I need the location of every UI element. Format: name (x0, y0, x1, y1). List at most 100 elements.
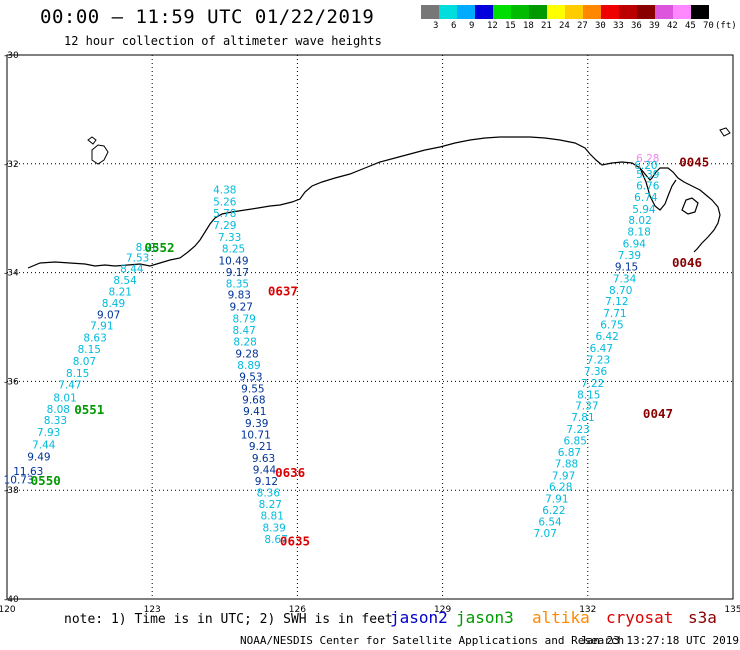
color-scale-label: 9 (469, 21, 475, 31)
lat-tick-label: -30 (4, 51, 19, 61)
credit-line: NOAA/NESDIS Center for Satellite Applica… (240, 634, 625, 647)
color-scale-bar (421, 5, 709, 19)
color-scale-label: 39 (649, 21, 660, 31)
wave-height-value: 8.70 (609, 285, 632, 297)
wave-height-value: 7.12 (605, 296, 628, 308)
wave-height-value: 10.49 (218, 255, 248, 267)
wave-height-value: 8.67 (264, 534, 287, 546)
pass-labels: 0552 0551 0550 0637 0636 0635 0045 0046 0047 (31, 155, 710, 549)
small-island (719, 127, 731, 137)
color-swatch (439, 5, 457, 19)
color-scale-label: 42 (667, 21, 678, 31)
wave-height-value: 8.28 (233, 336, 256, 348)
wave-height-value: 9.49 (27, 451, 50, 463)
color-scale-label: 3 (433, 21, 439, 31)
wave-height-value: 7.37 (575, 401, 598, 413)
wave-height-value: 7.81 (571, 412, 594, 424)
wave-height-value: 7.91 (545, 494, 568, 506)
lon-tick-label: 129 (434, 605, 451, 615)
wave-height-value: 6.22 (542, 505, 565, 517)
wave-height-value: 7.36 (584, 366, 608, 378)
color-swatch (619, 5, 637, 19)
wave-height-value: 8.33 (44, 415, 67, 427)
legend-item-cryosat: cryosat (606, 608, 674, 627)
wave-height-value: 9.53 (239, 371, 262, 383)
wave-height-value: 6.85 (564, 436, 587, 448)
wave-height-value: 7.97 (552, 470, 575, 482)
wave-height-value: 7.34 (613, 273, 637, 285)
legend-item-jason3: jason3 (456, 608, 514, 627)
color-swatch (547, 5, 565, 19)
wave-height-value: 8.28 (136, 242, 159, 254)
wave-height-value: 6.87 (558, 447, 581, 459)
pass-time-label: 0046 (672, 255, 702, 270)
recherche-island (87, 136, 109, 165)
wave-height-value: 9.39 (245, 418, 268, 430)
wave-height-value: 6.28 (636, 153, 659, 165)
color-swatch (529, 5, 547, 19)
wave-height-value: 7.91 (90, 321, 113, 333)
wave-height-value: 8.79 (232, 314, 255, 326)
wave-height-value: 8.15 (66, 368, 89, 380)
wave-height-value: 8.54 (113, 275, 137, 287)
color-swatch (601, 5, 619, 19)
legend-item-s3a: s3a (688, 608, 717, 627)
color-scale-label: 24 (559, 21, 570, 31)
wave-height-value: 9.41 (243, 406, 266, 418)
legend-item-jason2: jason2 (390, 608, 448, 627)
pass-time-label: 0552 (144, 240, 174, 255)
color-scale-label: 27 (577, 21, 588, 31)
wave-height-value: 7.47 (58, 379, 81, 391)
wave-height-value: 8.08 (47, 404, 70, 416)
wave-height-value: 8.15 (78, 344, 101, 356)
wave-height-value: 6.76 (636, 180, 660, 192)
lon-tick-label: 120 (0, 605, 16, 615)
color-swatch (475, 5, 493, 19)
wave-height-value: 9.68 (242, 395, 265, 407)
wave-height-value: 8.47 (232, 325, 255, 337)
wave-height-value: 8.81 (261, 511, 284, 523)
color-swatch (655, 5, 673, 19)
pass-time-label: 0635 (280, 534, 310, 549)
wave-height-value: 8.18 (627, 227, 650, 239)
wave-height-tracks: 10.7311.639.497.447.938.338.088.017.478.… (4, 153, 660, 546)
wave-height-value: 8.39 (262, 523, 285, 535)
wave-height-value: 9.12 (255, 476, 278, 488)
color-swatch (691, 5, 709, 19)
color-swatch (511, 5, 529, 19)
pass-time-label: 0045 (679, 155, 709, 170)
lat-tick-label: -38 (4, 486, 19, 496)
color-swatch (457, 5, 475, 19)
wave-height-value: 5.94 (632, 204, 656, 216)
wave-height-value: 7.88 (555, 458, 578, 470)
wave-height-value: 5.39 (636, 169, 659, 181)
wave-height-value: 8.02 (628, 215, 651, 227)
wave-height-value: 9.44 (253, 464, 277, 476)
wave-height-value: 9.21 (249, 441, 272, 453)
color-scale-labels: 3 6 9 12 15 18 21 24 27 30 33 36 39 42 45 70 (ft) (421, 21, 740, 33)
lon-tick-label: 135 (724, 605, 740, 615)
color-scale-label: (ft) (715, 21, 737, 31)
coastline-peninsula (639, 167, 677, 211)
wave-height-value: 9.15 (615, 261, 638, 273)
color-scale-label: 70 (703, 21, 714, 31)
pass-time-label: 0550 (31, 473, 61, 488)
lat-tick-label: -32 (4, 160, 19, 170)
pass-time-label: 0637 (268, 283, 298, 298)
wave-height-value: 6.42 (595, 331, 618, 343)
wave-height-value: 9.17 (226, 267, 249, 279)
legend-item-altika: altika (532, 608, 590, 627)
wave-height-value: 8.63 (83, 333, 106, 345)
color-swatch (421, 5, 439, 19)
axis-labels: 120 123 126 129 132 135 -30 -32 -34 -36 -38 -40 (0, 51, 740, 615)
coastline (27, 136, 721, 269)
wave-height-value: 8.44 (120, 264, 144, 276)
wave-height-value: 6.94 (623, 239, 647, 251)
wave-height-value: 7.23 (566, 424, 589, 436)
color-scale-label: 30 (595, 21, 606, 31)
color-scale-label: 18 (523, 21, 534, 31)
lat-tick-label: -36 (4, 377, 19, 387)
wave-height-value: 7.23 (587, 354, 610, 366)
wave-height-value: 7.39 (618, 250, 641, 262)
generated-timestamp: Jan 23 13:27:18 UTC 2019 (580, 634, 739, 647)
